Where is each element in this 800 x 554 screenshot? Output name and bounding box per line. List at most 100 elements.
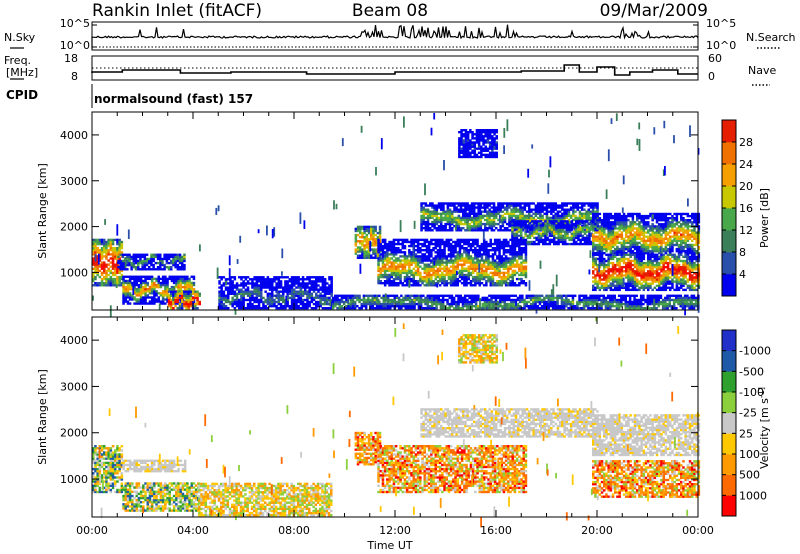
heatmap-cell bbox=[94, 275, 97, 279]
heatmap-cell bbox=[381, 269, 385, 273]
heatmap-cell bbox=[673, 217, 676, 220]
heatmap-cell bbox=[566, 220, 569, 223]
heatmap-cell bbox=[666, 233, 670, 236]
heatmap-cell bbox=[111, 247, 115, 250]
heatmap-cell bbox=[271, 280, 274, 283]
heatmap-cell bbox=[437, 220, 441, 224]
heatmap-cell bbox=[465, 240, 468, 244]
heatmap-cell bbox=[533, 236, 536, 240]
heatmap-cell bbox=[594, 204, 597, 207]
heatmap-cell bbox=[240, 292, 243, 295]
heatmap-cell bbox=[603, 221, 606, 224]
heatmap-cell bbox=[480, 249, 484, 252]
heatmap-cell bbox=[487, 265, 490, 268]
heatmap-cell bbox=[244, 288, 248, 291]
heatmap-cell bbox=[414, 259, 418, 262]
heatmap-cell bbox=[447, 269, 451, 273]
heatmap-cell bbox=[686, 235, 690, 238]
heatmap-cell bbox=[381, 261, 385, 264]
heatmap-cell bbox=[126, 268, 129, 271]
heatmap-cell bbox=[443, 277, 446, 281]
heatmap-cell bbox=[513, 238, 516, 242]
heatmap-cell bbox=[330, 286, 333, 289]
heatmap-cell bbox=[684, 235, 687, 238]
heatmap-cell bbox=[533, 242, 536, 246]
heatmap-cell bbox=[528, 204, 531, 207]
heatmap-cell bbox=[491, 280, 495, 283]
heatmap-cell bbox=[372, 229, 375, 233]
heatmap-cell bbox=[658, 245, 661, 249]
heatmap-cell bbox=[96, 282, 99, 285]
heatmap-cell bbox=[666, 241, 670, 245]
heatmap-cell bbox=[649, 235, 652, 238]
heatmap-cell bbox=[642, 214, 646, 218]
heatmap-cell bbox=[128, 283, 132, 287]
heatmap-cell bbox=[563, 210, 566, 213]
heatmap-cell bbox=[260, 296, 263, 300]
heatmap-cell bbox=[359, 231, 362, 235]
heatmap-cell bbox=[187, 292, 190, 295]
heatmap-cell bbox=[458, 240, 462, 244]
heatmap-cell bbox=[446, 206, 450, 209]
heatmap-cell bbox=[379, 242, 382, 246]
heatmap-cell bbox=[618, 250, 621, 253]
heatmap-cell bbox=[107, 249, 110, 252]
heatmap-cell bbox=[306, 282, 309, 285]
heatmap-cell bbox=[290, 300, 294, 304]
heatmap-cell bbox=[196, 290, 199, 293]
heatmap-cell bbox=[317, 302, 320, 306]
heatmap-cell bbox=[383, 259, 387, 262]
heatmap-cell bbox=[100, 238, 104, 242]
heatmap-cell bbox=[154, 253, 158, 256]
heatmap-cell bbox=[290, 296, 294, 300]
heatmap-cell bbox=[273, 298, 276, 302]
heatmap-cell bbox=[297, 298, 300, 302]
heatmap-cell bbox=[315, 276, 318, 279]
heatmap-cell bbox=[175, 283, 178, 287]
heatmap-cell bbox=[535, 242, 538, 246]
heatmap-cell bbox=[592, 221, 595, 224]
heatmap-cell bbox=[408, 275, 411, 279]
heatmap-cell bbox=[297, 284, 300, 287]
heatmap-cell bbox=[430, 269, 433, 273]
heatmap-cell bbox=[262, 305, 265, 308]
heatmap-cell bbox=[499, 227, 502, 230]
heatmap-cell bbox=[111, 261, 115, 264]
heatmap-cell bbox=[167, 298, 171, 302]
heatmap-cell bbox=[96, 259, 99, 262]
heatmap-cell bbox=[485, 280, 488, 283]
heatmap-cell bbox=[227, 298, 230, 302]
heatmap-cell bbox=[478, 261, 481, 264]
heatmap-cell bbox=[189, 296, 193, 300]
heatmap-cell bbox=[473, 222, 476, 226]
heatmap-cell bbox=[669, 229, 672, 232]
heatmap-cell bbox=[359, 240, 362, 243]
heatmap-cell bbox=[441, 275, 444, 279]
heatmap-cell bbox=[547, 218, 551, 222]
heatmap-cell bbox=[165, 257, 169, 261]
heatmap-cell bbox=[137, 266, 140, 269]
heatmap-cell bbox=[486, 218, 489, 222]
heatmap-cell bbox=[486, 212, 489, 215]
heatmap-cell bbox=[572, 214, 575, 218]
heatmap-cell bbox=[575, 228, 578, 231]
heatmap-cell bbox=[401, 242, 404, 246]
heatmap-cell bbox=[547, 204, 551, 207]
heatmap-cell bbox=[198, 292, 201, 295]
date-title: 09/Mar/2009 bbox=[600, 1, 708, 21]
heatmap-cell bbox=[312, 286, 316, 289]
heatmap-cell bbox=[381, 275, 385, 279]
heatmap-cell bbox=[664, 231, 668, 234]
heatmap-cell bbox=[290, 276, 294, 279]
heatmap-cell bbox=[561, 236, 565, 240]
heatmap-cell bbox=[169, 305, 173, 308]
heatmap-cell bbox=[441, 240, 444, 244]
heatmap-cell bbox=[616, 233, 619, 236]
heatmap-cell bbox=[363, 256, 366, 259]
heatmap-cell bbox=[394, 269, 398, 273]
heatmap-cell bbox=[397, 271, 400, 275]
heatmap-cell bbox=[620, 223, 624, 226]
heatmap-cell bbox=[609, 214, 613, 218]
heatmap-cell bbox=[423, 280, 426, 283]
heatmap-cell bbox=[284, 290, 287, 293]
